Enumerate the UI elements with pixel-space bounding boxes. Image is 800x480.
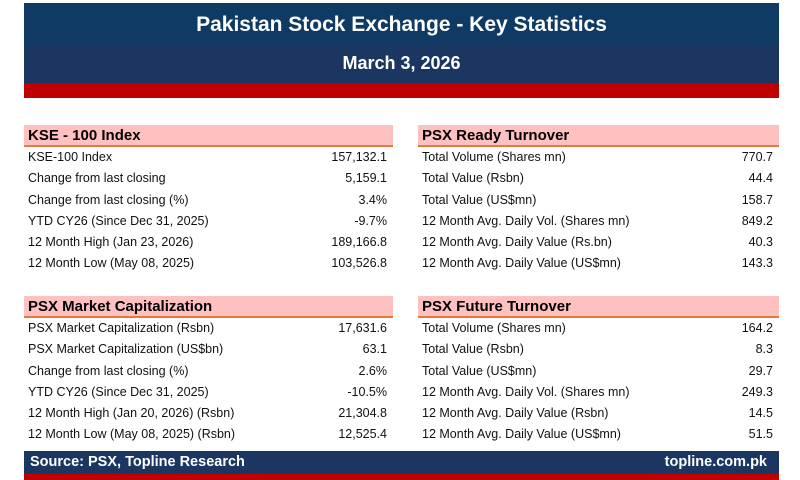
stat-label: 12 Month High (Jan 20, 2026) (Rsbn): [28, 406, 235, 421]
stat-value: 51.5: [748, 427, 773, 442]
section-psx-ready-turnover: PSX Ready Turnover Total Volume (Shares m…: [418, 125, 779, 275]
stat-label: PSX Market Capitalization (Rsbn): [28, 321, 215, 335]
stat-row: 12 Month Avg. Daily Value (US$mn) 143.3: [418, 253, 779, 274]
stat-label: 12 Month Low (May 08, 2025) (Rsbn): [28, 427, 236, 442]
stat-value: 12,525.4: [338, 427, 387, 442]
stat-label: YTD CY26 (Since Dec 31, 2025): [28, 384, 209, 399]
stat-value: 770.7: [741, 150, 773, 164]
stat-label: 12 Month High (Jan 23, 2026): [28, 235, 194, 250]
header-red-bar: [24, 83, 779, 98]
stat-row: 12 Month Low (May 08, 2025) 103,526.8: [24, 253, 393, 274]
section-psx-future-turnover: PSX Future Turnover Total Volume (Shares …: [418, 296, 779, 446]
website-link[interactable]: topline.com.pk: [664, 454, 767, 470]
stat-row: 12 Month Avg. Daily Value (Rsbn) 14.5: [418, 403, 779, 424]
stat-label: YTD CY26 (Since Dec 31, 2025): [28, 213, 209, 228]
section-title: KSE - 100 Index: [24, 125, 393, 147]
stat-label: Total Value (Rsbn): [422, 171, 524, 186]
stat-row: PSX Market Capitalization (US$bn) 63.1: [24, 339, 393, 360]
stat-row: Total Volume (Shares mn) 770.7: [418, 147, 779, 168]
stat-value: -9.7%: [354, 213, 387, 228]
stat-value: 63.1: [362, 342, 387, 357]
stat-value: 44.4: [748, 171, 773, 186]
stat-label: Total Value (US$mn): [422, 363, 537, 378]
stat-value: 849.2: [741, 213, 773, 228]
stat-row: 12 Month Avg. Daily Value (Rs.bn) 40.3: [418, 232, 779, 253]
stat-row: 12 Month High (Jan 23, 2026) 189,166.8: [24, 232, 393, 253]
stat-value: 103,526.8: [331, 256, 387, 271]
stat-label: Change from last closing: [28, 171, 166, 186]
stat-value: 3.4%: [358, 192, 388, 207]
stat-row: Total Value (US$mn) 158.7: [418, 190, 779, 211]
stat-value: 14.5: [748, 406, 773, 421]
stat-value: 158.7: [741, 192, 773, 207]
stat-value: 5,159.1: [345, 171, 387, 186]
stat-label: PSX Market Capitalization (US$bn): [28, 342, 224, 357]
section-title: PSX Future Turnover: [418, 296, 779, 318]
stat-row: Change from last closing 5,159.1: [24, 168, 393, 189]
stat-label: Change from last closing (%): [28, 363, 189, 378]
stat-value: 21,304.8: [338, 406, 387, 421]
stat-value: 164.2: [741, 321, 773, 335]
stat-row: Total Value (Rsbn) 44.4: [418, 168, 779, 189]
stat-value: 29.7: [748, 363, 773, 378]
source-note: Source: PSX, Topline Research: [30, 454, 245, 470]
stat-row: Total Value (Rsbn) 8.3: [418, 339, 779, 360]
stat-row: PSX Market Capitalization (Rsbn) 17,631.6: [24, 318, 393, 339]
stat-label: Change from last closing (%): [28, 192, 189, 207]
section-title: PSX Market Capitalization: [24, 296, 393, 318]
stat-row: YTD CY26 (Since Dec 31, 2025) -9.7%: [24, 211, 393, 232]
stat-label: Total Value (US$mn): [422, 192, 537, 207]
stat-label: 12 Month Avg. Daily Value (Rsbn): [422, 406, 609, 421]
footer: Source: PSX, Topline Research topline.co…: [24, 451, 779, 474]
stat-value: 157,132.1: [331, 150, 387, 164]
stat-row: 12 Month Avg. Daily Vol. (Shares mn) 849.…: [418, 211, 779, 232]
stat-value: 2.6%: [358, 363, 388, 378]
stat-label: KSE-100 Index: [28, 150, 113, 164]
stat-row: 12 Month High (Jan 20, 2026) (Rsbn) 21,30…: [24, 403, 393, 424]
stat-label: 12 Month Avg. Daily Value (Rs.bn): [422, 235, 612, 250]
stat-value: 17,631.6: [338, 321, 387, 335]
stat-label: 12 Month Avg. Daily Vol. (Shares mn): [422, 384, 630, 399]
stat-row: Total Value (US$mn) 29.7: [418, 361, 779, 382]
stat-label: 12 Month Avg. Daily Value (US$mn): [422, 427, 621, 442]
page-title: Pakistan Stock Exchange - Key Statistics: [24, 3, 779, 45]
stat-value: 143.3: [741, 256, 773, 271]
stat-label: 12 Month Low (May 08, 2025): [28, 256, 195, 271]
stat-row: 12 Month Low (May 08, 2025) (Rsbn) 12,525…: [24, 424, 393, 445]
stat-row: Change from last closing (%) 2.6%: [24, 361, 393, 382]
stat-label: 12 Month Avg. Daily Value (US$mn): [422, 256, 621, 271]
stat-row: 12 Month Avg. Daily Value (US$mn) 51.5: [418, 424, 779, 445]
stat-value: 249.3: [741, 384, 773, 399]
stat-row: KSE-100 Index 157,132.1: [24, 147, 393, 168]
stat-value: 189,166.8: [331, 235, 387, 250]
stat-row: Change from last closing (%) 3.4%: [24, 190, 393, 211]
stat-row: YTD CY26 (Since Dec 31, 2025) -10.5%: [24, 382, 393, 403]
stat-value: -10.5%: [347, 384, 387, 399]
stat-label: Total Volume (Shares mn): [422, 150, 566, 164]
stat-value: 8.3: [755, 342, 773, 357]
stat-row: Total Volume (Shares mn) 164.2: [418, 318, 779, 339]
stat-label: 12 Month Avg. Daily Vol. (Shares mn): [422, 213, 630, 228]
report-date: March 3, 2026: [24, 45, 779, 83]
footer-red-bar: [24, 474, 779, 480]
section-kse-100-index: KSE - 100 Index KSE-100 Index 157,132.1 Cha…: [24, 125, 393, 275]
stat-label: Total Value (Rsbn): [422, 342, 524, 357]
stat-row: 12 Month Avg. Daily Vol. (Shares mn) 249.…: [418, 382, 779, 403]
stat-label: Total Volume (Shares mn): [422, 321, 566, 335]
header-banner: Pakistan Stock Exchange - Key Statistics…: [24, 3, 779, 98]
section-title: PSX Ready Turnover: [418, 125, 779, 147]
stat-value: 40.3: [748, 235, 773, 250]
section-psx-market-capitalization: PSX Market Capitalization PSX Market Capi…: [24, 296, 393, 446]
